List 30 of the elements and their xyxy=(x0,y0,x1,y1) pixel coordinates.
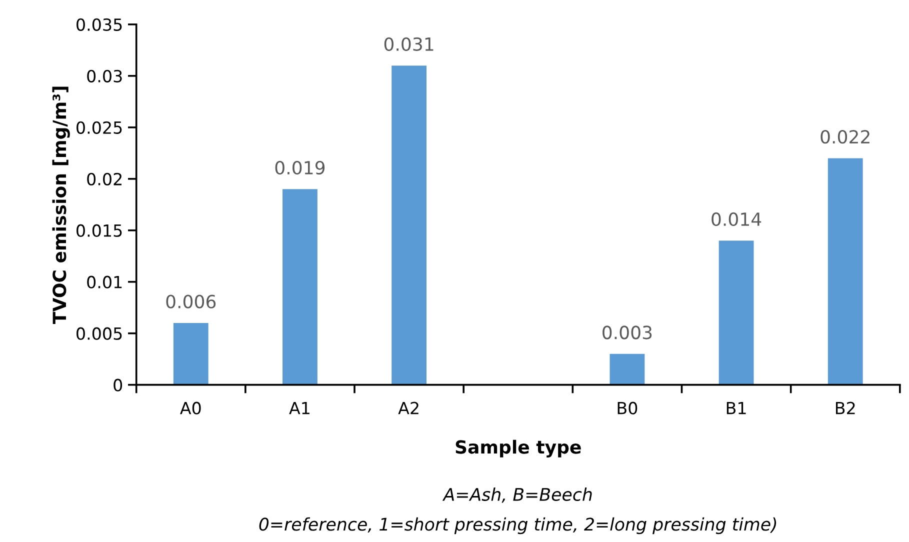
x-tick-label: B0 xyxy=(618,402,638,414)
x-axis-title: Sample type xyxy=(456,440,581,458)
y-tick-label: 0.03 xyxy=(87,70,122,82)
data-label: 0.031 xyxy=(384,37,434,51)
text: 0=reference, 1=short pressing time, 2=long pressing time) xyxy=(259,517,776,534)
bar xyxy=(828,158,863,385)
y-tick-label: 0.035 xyxy=(76,18,122,31)
y-tick-label: 0.005 xyxy=(76,327,122,340)
x-tick-label: B1 xyxy=(726,402,746,414)
data-label: 0.003 xyxy=(602,326,652,340)
y-tick-label: 0.025 xyxy=(76,121,122,134)
data-label: 0.014 xyxy=(712,212,762,226)
data-label: 0.006 xyxy=(166,294,216,308)
x-tick-label: A1 xyxy=(289,402,310,414)
data-label: 0.019 xyxy=(275,160,325,175)
y-tick-label: 0.01 xyxy=(87,276,122,288)
bar xyxy=(610,354,645,385)
x-tick-label: A0 xyxy=(180,402,201,414)
text: A=Ash, B=Beech xyxy=(442,488,592,503)
bar xyxy=(718,240,754,385)
y-tick-label: 0.02 xyxy=(87,172,122,186)
bar xyxy=(282,189,318,385)
bar xyxy=(173,323,208,385)
y-axis-title: TVOC emission [mg/m³] xyxy=(52,86,70,324)
x-tick-label: A2 xyxy=(398,402,418,414)
y-tick-label: 0 xyxy=(114,378,122,392)
x-tick-label: B2 xyxy=(836,402,855,414)
y-tick-label: 0.015 xyxy=(76,224,122,237)
data-label: 0.022 xyxy=(820,130,870,144)
bar xyxy=(392,66,427,385)
